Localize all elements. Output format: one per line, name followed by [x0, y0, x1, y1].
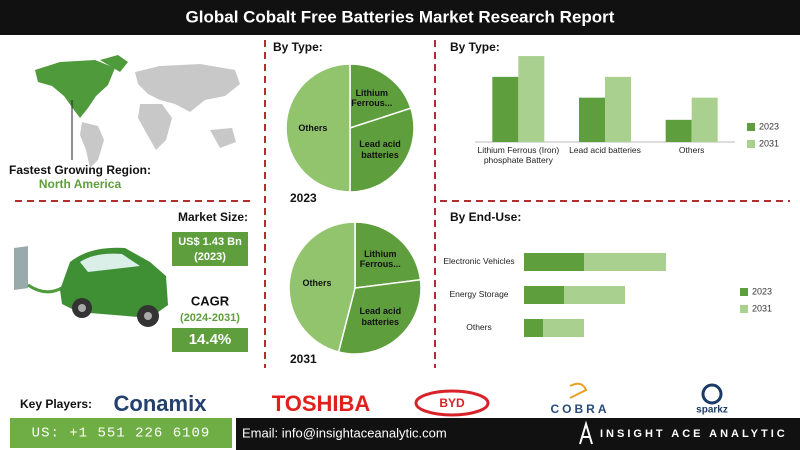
- x-tick-label-box: Lead acid batteries: [569, 146, 641, 155]
- pie-label: Lithium Ferrous...: [359, 248, 401, 270]
- bar-segment: [524, 286, 564, 304]
- phone-box: [10, 418, 232, 448]
- legend-label: 2031: [759, 138, 779, 148]
- legend-label: 2023: [752, 286, 772, 296]
- logo-sparkz: sparkz: [696, 405, 728, 416]
- title: Global Cobalt Free Batteries Market Rese…: [186, 7, 615, 26]
- cagr-box: [172, 328, 248, 352]
- email-bar: [236, 418, 800, 450]
- x-tick-label: Others: [678, 146, 705, 155]
- players-label: Key Players:: [20, 397, 92, 411]
- cagr-value: 14.4%: [189, 331, 232, 348]
- phone: US: +1 551 226 6109: [32, 426, 211, 442]
- chart-title: By End-Use:: [450, 210, 521, 224]
- y-tick-label: Others: [466, 322, 492, 333]
- y-tick-label: Energy Storage: [449, 289, 509, 300]
- chart-subtitle: 2031: [290, 352, 317, 366]
- market-size-label: Market Size:: [178, 210, 248, 224]
- y-tick-label-box: Others: [466, 322, 492, 333]
- bar-segment: [543, 319, 584, 337]
- bar-segment: [524, 319, 543, 337]
- brand: INSIGHT ACE ANALYTIC: [600, 428, 788, 440]
- logo-cobra-icon: [569, 382, 588, 399]
- x-tick-label: Lithium Ferrous (Iron) phosphate Battery: [477, 146, 560, 165]
- world-map: [35, 55, 240, 168]
- pie-slice: [349, 63, 412, 130]
- legend-swatch: [740, 305, 748, 313]
- pie-label: Others: [302, 278, 332, 289]
- pie-label: Lithium Ferrous...: [351, 87, 393, 108]
- legend-label: 2031: [752, 303, 772, 313]
- bar: [518, 56, 545, 143]
- pie-label-box: Lithium Ferrous...: [359, 248, 401, 270]
- x-tick-label-box: Lithium Ferrous (Iron) phosphate Battery: [477, 146, 560, 165]
- chart-title: By Type:: [450, 40, 500, 54]
- pie-label-box: Lithium Ferrous...: [351, 87, 393, 108]
- logo-toshiba: TOSHIBA: [272, 391, 371, 416]
- legend-swatch: [747, 140, 755, 148]
- chart-title: By Type:: [273, 40, 323, 54]
- legend-swatch: [747, 123, 755, 131]
- logo-sparkz-icon: [701, 383, 723, 405]
- header-bar: [0, 0, 800, 35]
- logo-conamix: Conamix: [114, 391, 208, 416]
- y-tick-label: Electronic Vehicles: [443, 256, 515, 267]
- pie-slice: [288, 221, 356, 353]
- pie-label-box: Lead acid batteries: [359, 306, 402, 327]
- chart-subtitle: 2023: [290, 191, 317, 205]
- pie-label: Lead acid batteries: [359, 139, 401, 160]
- bar: [665, 119, 692, 142]
- logo-cobra: COBRA: [551, 402, 610, 416]
- pie-label: Lead acid batteries: [359, 306, 402, 327]
- y-tick-label-box: Electronic Vehicles: [443, 256, 515, 267]
- pie-label-box: Lead acid batteries: [359, 139, 401, 160]
- pie-label-box: Others: [302, 278, 332, 289]
- y-tick-label-box: Energy Storage: [449, 289, 509, 300]
- x-tick-label-box: Others: [678, 146, 705, 155]
- region-label: Fastest Growing Region:: [9, 163, 151, 177]
- market-size-box: [172, 232, 248, 266]
- bar-segment: [564, 286, 625, 304]
- market-size-value: US$ 1.43 Bn: [178, 236, 242, 248]
- pie-slice: [354, 221, 422, 289]
- bar: [579, 97, 605, 142]
- pie-slice: [285, 63, 351, 193]
- bar: [605, 76, 631, 142]
- market-size-year: (2023): [194, 251, 226, 263]
- car-illustration: [14, 246, 168, 327]
- email: Email: info@insightaceanalytic.com: [242, 425, 447, 440]
- logo-byd: BYD: [439, 396, 465, 410]
- bar-segment: [524, 253, 584, 271]
- pie-slice: [349, 107, 415, 193]
- pie-slice: [337, 278, 422, 355]
- cagr-label: CAGR: [191, 293, 230, 308]
- pie-label: Others: [298, 122, 328, 133]
- bar-segment: [584, 253, 666, 271]
- legend-label: 2023: [759, 121, 779, 131]
- cagr-period: (2024-2031): [180, 312, 240, 324]
- bar: [492, 76, 519, 142]
- legend-swatch: [740, 288, 748, 296]
- bar: [691, 97, 718, 142]
- pie-label-box: Others: [298, 122, 328, 133]
- x-tick-label: Lead acid batteries: [569, 146, 641, 155]
- dividers: [15, 40, 790, 368]
- brand-icon: [579, 420, 593, 445]
- region-value: North America: [39, 177, 122, 191]
- logo-byd-oval: [414, 389, 490, 417]
